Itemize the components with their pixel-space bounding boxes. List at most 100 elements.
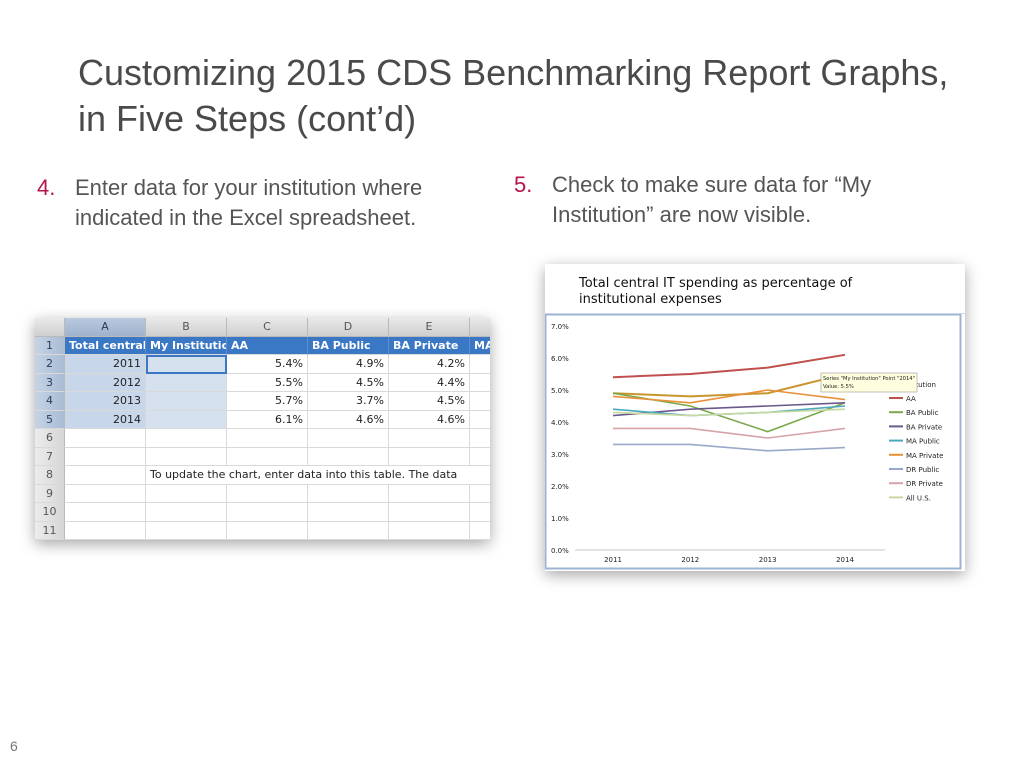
empty-cell[interactable]	[65, 466, 146, 485]
column-header-b[interactable]: B	[146, 318, 227, 337]
empty-cell[interactable]	[470, 355, 490, 374]
row-header[interactable]: 5	[35, 410, 65, 429]
year-cell[interactable]: 2012	[65, 373, 146, 392]
table-header-cell[interactable]: MA	[470, 336, 490, 355]
column-header-f[interactable]	[470, 318, 490, 337]
my-institution-cell[interactable]	[146, 410, 227, 429]
empty-cell[interactable]	[389, 429, 470, 448]
year-cell[interactable]: 2011	[65, 355, 146, 374]
ba-public-cell[interactable]: 4.6%	[308, 410, 389, 429]
aa-cell[interactable]: 5.4%	[227, 355, 308, 374]
year-cell[interactable]: 2013	[65, 392, 146, 411]
ba-private-cell[interactable]: 4.4%	[389, 373, 470, 392]
ba-public-cell[interactable]: 4.9%	[308, 355, 389, 374]
aa-cell[interactable]: 5.7%	[227, 392, 308, 411]
ba-private-cell[interactable]: 4.5%	[389, 392, 470, 411]
x-tick-label: 2012	[681, 556, 699, 564]
row-header[interactable]: 2	[35, 355, 65, 374]
y-tick-label: 2.0%	[551, 483, 569, 491]
slide-title: Customizing 2015 CDS Benchmarking Report…	[78, 52, 949, 139]
empty-cell[interactable]	[470, 411, 490, 429]
data-tooltip	[820, 372, 918, 393]
empty-cell[interactable]	[389, 503, 470, 522]
row-header[interactable]: 10	[35, 503, 65, 522]
table-header-cell[interactable]: BA Private	[389, 336, 470, 355]
empty-cell[interactable]	[227, 429, 308, 448]
y-tick-label: 5.0%	[551, 387, 569, 395]
empty-cell[interactable]	[146, 484, 227, 503]
ba-public-cell[interactable]: 4.5%	[308, 373, 389, 392]
series-line-my-institution	[612, 373, 846, 398]
empty-cell[interactable]	[227, 503, 308, 522]
empty-cell[interactable]	[389, 447, 470, 466]
year-cell[interactable]: 2014	[65, 410, 146, 429]
ba-public-cell[interactable]: 3.7%	[308, 392, 389, 411]
empty-cell[interactable]	[227, 521, 308, 540]
empty-cell[interactable]	[308, 447, 389, 466]
empty-cell[interactable]	[470, 448, 490, 466]
instruction-note-cell[interactable]: To update the chart, enter data into thi…	[146, 466, 490, 485]
empty-cell[interactable]	[470, 522, 490, 540]
row-header[interactable]: 6	[35, 429, 65, 448]
ba-private-cell[interactable]: 4.6%	[389, 410, 470, 429]
empty-cell[interactable]	[470, 503, 490, 522]
empty-cell[interactable]	[65, 484, 146, 503]
aa-cell[interactable]: 5.5%	[227, 373, 308, 392]
my-institution-cell[interactable]	[146, 373, 227, 392]
row-header[interactable]: 8	[35, 466, 65, 485]
row-header[interactable]: 1	[35, 336, 65, 355]
aa-cell[interactable]: 6.1%	[227, 410, 308, 429]
table-header-cell[interactable]: BA Public	[308, 336, 389, 355]
empty-cell[interactable]	[308, 429, 389, 448]
row-header[interactable]: 4	[35, 392, 65, 411]
series-line-all-u-s-	[612, 408, 846, 417]
table-header-cell[interactable]: My Institutio	[146, 336, 227, 355]
empty-cell[interactable]	[470, 374, 490, 392]
y-tick-label: 4.0%	[551, 419, 569, 427]
column-header-d[interactable]: D	[308, 318, 389, 337]
empty-cell[interactable]	[227, 484, 308, 503]
empty-cell[interactable]	[389, 484, 470, 503]
empty-cell[interactable]	[146, 503, 227, 522]
chart-title-bar: Total central IT spending as percentage …	[545, 264, 965, 314]
step-5-number: 5.	[514, 172, 533, 197]
empty-cell[interactable]	[308, 503, 389, 522]
table-header-cell[interactable]: Total central	[65, 336, 146, 355]
step-4-number: 4.	[37, 175, 56, 200]
column-header-c[interactable]: C	[227, 318, 308, 337]
y-tick-label: 3.0%	[551, 451, 569, 459]
my-institution-cell[interactable]	[146, 392, 227, 411]
row-header[interactable]: 11	[35, 521, 65, 540]
ba-private-cell[interactable]: 4.2%	[389, 355, 470, 374]
empty-cell[interactable]	[227, 447, 308, 466]
empty-cell[interactable]	[146, 447, 227, 466]
empty-cell[interactable]	[308, 521, 389, 540]
empty-cell[interactable]	[146, 521, 227, 540]
y-tick-label: 7.0%	[551, 323, 569, 331]
empty-cell[interactable]	[308, 484, 389, 503]
row-header[interactable]: 3	[35, 373, 65, 392]
row-header[interactable]: 7	[35, 447, 65, 466]
row-header[interactable]: 9	[35, 484, 65, 503]
empty-cell[interactable]	[65, 503, 146, 522]
my-institution-cell[interactable]	[146, 355, 227, 374]
select-all-corner[interactable]	[35, 318, 65, 337]
empty-cell[interactable]	[389, 521, 470, 540]
table-header-cell[interactable]: AA	[227, 336, 308, 355]
y-tick-label: 1.0%	[551, 515, 569, 523]
x-tick-label: 2013	[759, 556, 777, 564]
empty-cell[interactable]	[146, 429, 227, 448]
empty-cell[interactable]	[470, 485, 490, 503]
series-line-dr-public	[613, 443, 846, 452]
line-chart[interactable]: 0.0% 1.0% 2.0% 3.0% 4.0% 5.0% 6.0% 7.0% 2011 2012…	[545, 314, 965, 571]
legend-label: BA Private	[906, 423, 942, 431]
empty-cell[interactable]	[470, 392, 490, 411]
empty-cell[interactable]	[470, 429, 490, 448]
legend-label: stitution	[907, 381, 936, 389]
empty-cell[interactable]	[65, 447, 146, 466]
y-tick-label: 0.0%	[551, 547, 569, 555]
column-header-a[interactable]: A	[65, 318, 146, 337]
empty-cell[interactable]	[65, 429, 146, 448]
empty-cell[interactable]	[65, 521, 146, 540]
column-header-e[interactable]: E	[389, 318, 470, 337]
